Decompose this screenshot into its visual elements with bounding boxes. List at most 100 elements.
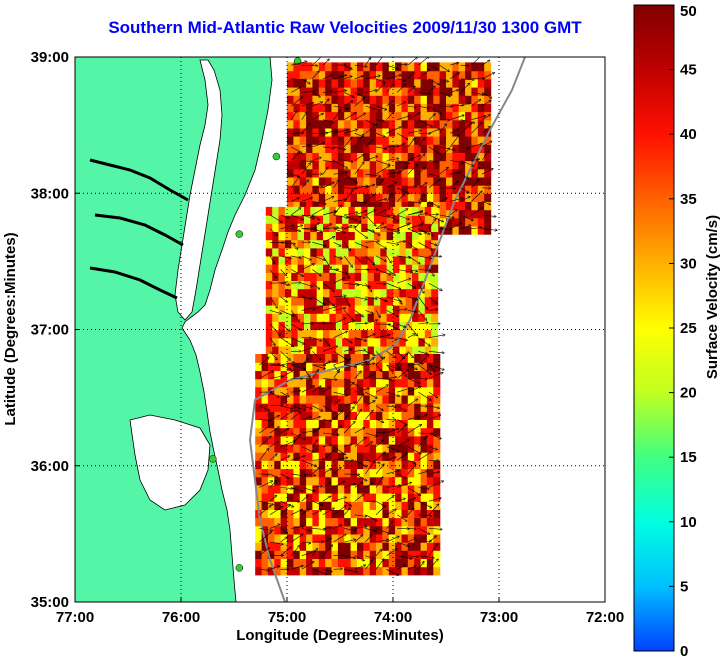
coverage-cell [452,95,460,104]
coverage-cell [376,443,383,453]
coverage-cell [407,193,415,202]
coverage-cell [395,386,403,396]
velocity-arrow [428,173,439,176]
coverage-cell [287,127,294,137]
velocity-arrow [291,405,305,410]
velocity-arrow [354,92,365,97]
coverage-cell [331,525,339,535]
velocity-arrow [269,351,277,359]
coverage-cell [420,566,428,576]
coverage-cell [299,168,307,178]
velocity-arrow [481,100,491,107]
velocity-arrow [312,187,322,188]
velocity-arrow [407,528,416,529]
coverage-cell [376,127,383,137]
velocity-arrow [365,514,377,521]
coverage-cell [363,168,371,178]
velocity-arrow [354,555,364,561]
coverage-cell [376,435,383,445]
coverage-cell [344,144,352,153]
coverage-cell [325,435,333,445]
coverage-cell [401,443,409,453]
coverage-cell [382,468,390,478]
velocity-arrow [269,442,278,447]
coverage-cell [420,460,428,470]
velocity-arrow [301,446,314,452]
velocity-arrow [365,214,376,226]
coverage-cell [312,493,320,502]
velocity-arrow [301,91,315,92]
velocity-arrow [397,241,405,242]
coverage-cell [407,460,415,470]
velocity-arrow [354,437,367,447]
coverage-cell [354,321,362,331]
coverage-cell [401,168,409,178]
coverage-cell [424,288,432,298]
coverage-cell [306,411,314,420]
coverage-cell [323,264,330,273]
velocity-arrow [407,425,422,434]
coverage-cell [465,95,473,104]
velocity-arrow [375,133,385,136]
coverage-cell [418,313,426,322]
coverage-cell [297,247,305,257]
velocity-arrow [322,419,332,421]
map-layer [75,57,526,602]
coverage-cell [369,394,377,404]
coverage-cell [420,427,428,437]
coverage-cell [367,288,375,298]
coverage-cell [316,239,324,249]
velocity-arrow [397,369,409,379]
velocity-arrow [259,474,269,475]
coverage-cell [369,144,377,153]
coverage-cell [369,78,377,88]
coverage-cell [376,168,383,178]
velocity-arrow [439,214,454,218]
coverage-cell [395,193,403,202]
coverage-cell [399,313,407,322]
coverage-cell [274,386,282,396]
coverage-cell [388,144,396,153]
coverage-cell [433,95,441,104]
velocity-arrow [439,64,450,71]
coverage-cell [388,354,396,363]
coverage-cell [255,362,263,371]
coverage-cell [484,119,492,129]
velocity-arrow [280,405,293,409]
velocity-arrow [333,318,346,325]
velocity-arrow [418,515,432,516]
coverage-cell [376,176,383,186]
coverage-cell [382,394,390,404]
coverage-cell [325,468,333,478]
coverage-cell [405,305,413,314]
coverage-cell [395,103,403,113]
velocity-arrow [365,555,374,559]
velocity-arrow [333,255,342,259]
coverage-cell [376,87,383,96]
coverage-cell [414,394,422,404]
velocity-arrow [333,467,342,475]
coverage-cell [367,231,375,241]
coverage-cell [331,460,339,470]
velocity-arrow [428,214,443,222]
velocity-arrow [333,146,346,150]
coverage-cell [458,62,466,72]
coverage-cell [267,460,275,470]
coverage-cell [261,411,269,420]
coverage-cell [293,394,301,404]
velocity-arrow [333,90,347,93]
coverage-cell [373,280,381,290]
velocity-arrow [386,182,397,189]
coverage-cell [407,427,415,437]
coverage-cell [420,394,428,404]
coverage-cell [471,209,479,219]
coverage-cell [386,337,394,347]
colorbar-tick-label: 45 [680,62,697,79]
velocity-arrow [439,148,450,161]
velocity-arrow [439,106,453,107]
velocity-arrow [344,282,359,285]
velocity-arrow [354,337,367,341]
coverage-cell [293,78,301,88]
velocity-arrow [365,58,370,66]
coverage-cell [418,329,426,339]
